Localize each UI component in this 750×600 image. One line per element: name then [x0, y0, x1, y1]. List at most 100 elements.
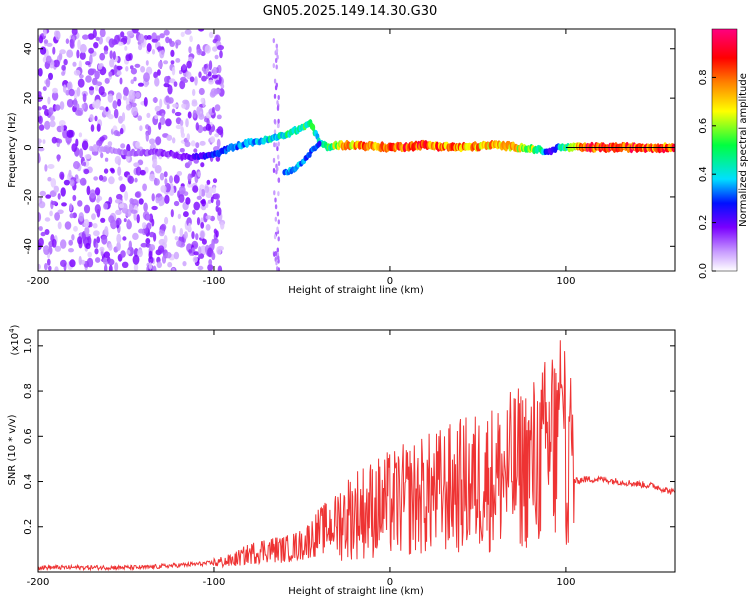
spectrogram-noise-cell: [44, 229, 50, 235]
spectrogram-noise-cell: [212, 46, 218, 52]
spectrogram-noise-cell: [96, 197, 100, 203]
spectrogram-noise-cell: [143, 97, 148, 107]
spectrogram-noise-cell: [213, 88, 221, 95]
spectrogram-y-axis: -40 -20 0 20 40: [23, 42, 675, 254]
spectrogram-noise-cell: [126, 249, 131, 255]
spectrogram-noise-cell: [163, 171, 168, 178]
spectrogram-noise-cell: [117, 166, 122, 176]
spectrogram-noise-cell: [205, 224, 211, 231]
spectrogram-noise-cell: [102, 176, 108, 182]
spectrogram-noise-cell: [215, 205, 219, 212]
spectrogram-noise-cell: [146, 35, 152, 40]
spectrogram-noise-cell: [77, 39, 81, 50]
spectrogram-noise-cell: [108, 38, 116, 48]
spectrogram-noise-cell: [123, 218, 127, 223]
colorbar-ticks: 0.0 0.2 0.4 0.6 0.8: [698, 69, 716, 279]
spectrogram-noise-cell: [276, 166, 279, 172]
x-tick-label: -100: [203, 276, 226, 287]
spectrogram-noise-cell: [167, 84, 173, 95]
spectrogram-noise-cell: [277, 258, 280, 264]
spectrogram-noise-cell: [95, 84, 99, 92]
spectrogram-noise-cell: [161, 112, 165, 119]
spectrogram-noise-cell: [114, 34, 120, 45]
spectrogram-noise-cell: [51, 238, 57, 248]
spectrogram-noise-cell: [192, 88, 196, 97]
spectrogram-noise-cell: [76, 178, 81, 183]
spectrogram-noise-cell: [145, 213, 151, 221]
spectrogram-noise-cell: [272, 38, 275, 44]
spectrogram-noise-cell: [193, 148, 198, 153]
spectrogram-noise-cell: [38, 138, 42, 144]
spectrogram-noise-cell: [215, 199, 221, 207]
spectrogram-noise-cell: [192, 185, 199, 193]
spectrogram-noise-cell: [159, 98, 163, 109]
spectrogram-noise-cell: [38, 124, 45, 131]
spectrogram-noise-cell: [149, 231, 155, 238]
spectrogram-noise-cell: [191, 231, 195, 240]
spectrogram-noise-cell: [167, 261, 173, 268]
spectrogram-noise-cell: [138, 198, 144, 205]
spectrogram-noise-cell: [66, 98, 74, 108]
spectrogram-noise-cell: [85, 242, 91, 250]
spectrogram-noise-cell: [81, 140, 89, 151]
spectrogram-noise-cell: [59, 49, 66, 55]
spectrogram-noise-cell: [112, 100, 118, 110]
spectrogram-noise-cell: [65, 38, 70, 44]
spectrogram-noise-cell: [73, 225, 78, 232]
spectrogram-noise-cell: [86, 257, 94, 268]
spectrogram-noise-cell: [273, 119, 277, 124]
spectrogram-noise-cell: [95, 257, 101, 263]
spectrogram-noise-cell: [48, 265, 52, 271]
spectrogram-noise-cell: [44, 109, 50, 116]
spectrogram-noise-cell: [161, 255, 167, 264]
spectrogram-noise-cell: [49, 120, 56, 128]
colorbar-tick-label: 0.4: [698, 166, 709, 182]
spectrogram-noise-cell: [104, 264, 108, 271]
spectrogram-noise-cell: [72, 194, 77, 202]
spectrogram-noise-cell: [169, 40, 175, 48]
spectrogram-noise-cell: [213, 193, 220, 200]
spectrogram-noise-cell: [198, 71, 202, 78]
spectrogram-noise-cell: [154, 105, 161, 112]
spectrogram-noise-cell: [198, 253, 205, 259]
spectrogram-noise-cell: [169, 175, 173, 184]
spectrogram-noise-cell: [192, 256, 198, 263]
spectrogram-noise-cell: [219, 50, 223, 59]
spectrogram-noise-cell: [176, 240, 182, 247]
spectrogram-noise-cell: [76, 87, 81, 97]
spectrogram-noise-cell: [214, 104, 221, 112]
spectrogram-noise-cell: [179, 227, 184, 238]
spectrogram-noise-cell: [42, 245, 50, 250]
spectrogram-noise-cell: [274, 251, 278, 256]
spectrogram-noise-cell: [215, 79, 222, 85]
spectrogram-noise-cell: [112, 51, 116, 60]
spectrogram-noise-cell: [60, 124, 64, 133]
spectrogram-noise-cell: [188, 222, 192, 232]
spectrogram-noise-cell: [193, 201, 200, 211]
spectrogram-noise-cell: [120, 31, 125, 38]
spectrogram-noise-cell: [79, 51, 86, 60]
spectrogram-noise-cell: [205, 202, 209, 209]
spectrogram-noise-cell: [275, 142, 278, 148]
spectrogram-noise-cell: [189, 35, 193, 43]
spectrogram-noise-cell: [148, 262, 152, 270]
spectrogram-noise-cell: [97, 63, 103, 70]
spectrogram-noise-cell: [84, 154, 92, 160]
spectrogram-noise-cell: [277, 236, 280, 242]
spectrogram-noise-cell: [43, 39, 49, 44]
spectrogram-noise-cell: [200, 230, 205, 239]
spectrogram-noise-cell: [93, 176, 99, 181]
spectrogram-noise-cell: [165, 252, 172, 259]
spectrogram-noise-cell: [77, 78, 85, 88]
colorbar-tick-label: 0.2: [698, 215, 709, 231]
snr-frame: [37, 329, 676, 573]
spectrogram-noise-cell: [108, 176, 115, 185]
spectrogram-noise-cell: [277, 95, 280, 100]
spectrogram-noise-cell: [39, 196, 43, 204]
spectrogram-noise-cell: [38, 212, 42, 222]
spectrogram-noise-cell: [217, 265, 223, 271]
spectrogram-noise-cell: [208, 60, 213, 71]
spectrogram-noise-cell: [166, 134, 173, 141]
spectrogram-noise-cell: [204, 186, 210, 193]
spectrogram-noise-cell: [108, 264, 113, 271]
